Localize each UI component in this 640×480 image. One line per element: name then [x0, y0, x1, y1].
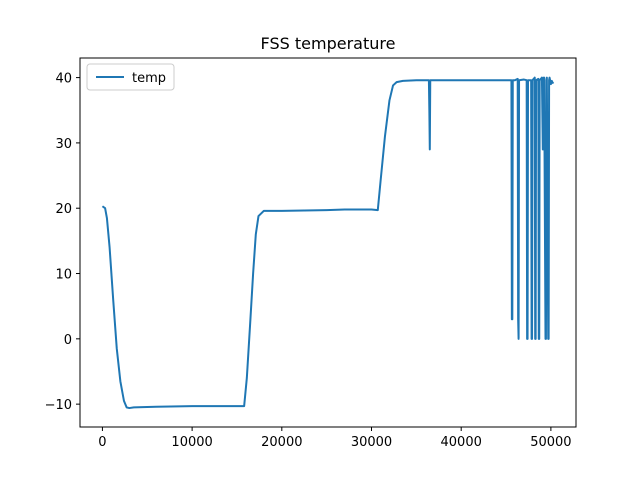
y-tick-label: 10	[55, 268, 72, 283]
y-tick-label: 40	[55, 72, 72, 87]
y-tick-label: 30	[55, 137, 72, 152]
x-tick-label: 30000	[351, 435, 392, 450]
y-tick-label: 0	[64, 333, 72, 348]
chart-title: FSS temperature	[261, 34, 396, 53]
y-axis: −10 0 10 20 30 40	[45, 72, 80, 413]
legend: temp	[86, 63, 175, 91]
x-axis: 0 10000 20000 30000 40000 50000	[98, 427, 572, 450]
y-tick-label: 20	[55, 202, 72, 217]
plot-area	[101, 76, 555, 410]
legend-box	[86, 63, 175, 91]
x-tick-label: 40000	[441, 435, 482, 450]
x-tick-label: 10000	[171, 435, 212, 450]
x-tick-label: 50000	[530, 435, 571, 450]
legend-label-temp: temp	[132, 71, 166, 86]
x-tick-label: 0	[98, 435, 106, 450]
series-line-temp	[101, 76, 555, 410]
x-tick-label: 20000	[261, 435, 302, 450]
y-tick-label: −10	[45, 398, 72, 413]
axes-frame	[79, 57, 577, 428]
